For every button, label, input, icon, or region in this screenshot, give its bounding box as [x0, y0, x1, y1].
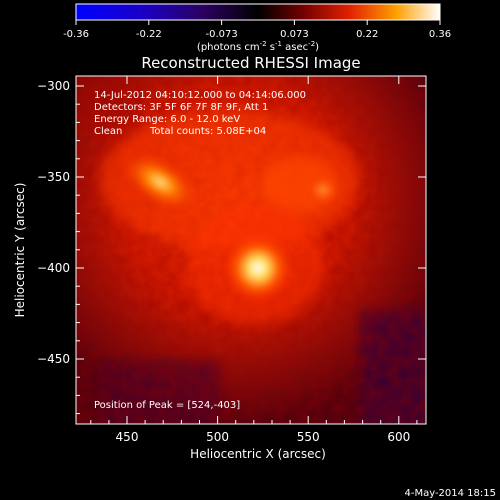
peak-position: Position of Peak = [524,-403] — [94, 400, 240, 411]
info-method: Clean — [94, 126, 122, 137]
y-tick-label: −350 — [37, 170, 70, 184]
colorbar-tick-label: -0.073 — [205, 29, 237, 40]
plot-title: Reconstructed RHESSI Image — [141, 54, 360, 72]
colorbar-ticks — [75, 20, 441, 25]
y-tick-label: −400 — [37, 261, 70, 275]
x-tick-label: 450 — [116, 430, 139, 444]
colorbar-tick-label: 0.073 — [280, 29, 309, 40]
colorbar — [75, 3, 441, 21]
info-detectors: Detectors: 3F 5F 6F 7F 8F 9F, Att 1 — [94, 102, 268, 113]
colorbar-tick-label: 0.22 — [356, 29, 378, 40]
x-tick-label: 500 — [206, 430, 229, 444]
info-counts: Total counts: 5.08E+04 — [149, 126, 266, 137]
x-axis-label: Heliocentric X (arcsec) — [190, 447, 326, 461]
x-tick-label: 600 — [387, 430, 410, 444]
colorbar-tick-label: -0.22 — [136, 29, 162, 40]
info-energy: Energy Range: 6.0 - 12.0 keV — [94, 114, 240, 125]
footer-date: 4-May-2014 18:15 — [404, 488, 496, 499]
info-time-range: 14-Jul-2012 04:10:12.000 to 04:14:06.000 — [94, 90, 306, 101]
y-axis-label: Heliocentric Y (arcsec) — [13, 183, 27, 318]
x-tick-label: 550 — [297, 430, 320, 444]
colorbar-tick-label: -0.36 — [63, 29, 89, 40]
colorbar-units: (photons cm-2 s-1 asec-2) — [197, 40, 319, 53]
x-axis-ticks — [90, 76, 418, 424]
colorbar-tick-label: 0.36 — [429, 29, 451, 40]
y-axis-ticks — [76, 85, 426, 415]
y-tick-label: −300 — [37, 79, 70, 93]
y-tick-label: −450 — [37, 352, 70, 366]
rhessi-image — [76, 76, 426, 424]
